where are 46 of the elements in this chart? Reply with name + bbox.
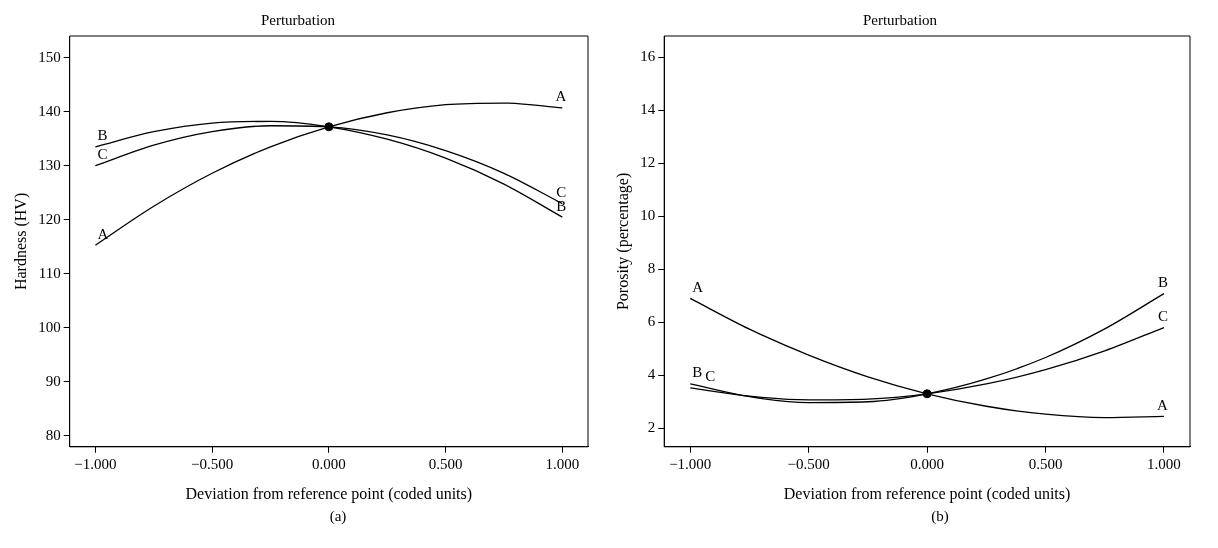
y-tick-label: 4 xyxy=(647,366,656,383)
chart-title: Perturbation xyxy=(260,11,336,28)
series-label: B xyxy=(556,197,567,214)
y-tick-label: 6 xyxy=(647,313,656,330)
text: B xyxy=(1157,274,1168,291)
series-label: A xyxy=(97,225,109,242)
y-tick-label: 110 xyxy=(38,264,61,281)
text: B xyxy=(97,127,108,144)
series-label: B xyxy=(692,364,703,381)
x-tick-label: −1.000 xyxy=(669,455,712,472)
text: (a) xyxy=(328,508,348,525)
x-tick-label: 0.500 xyxy=(428,455,463,472)
y-tick-label: 16 xyxy=(640,48,656,65)
x-tick-label: −0.500 xyxy=(191,455,234,472)
text: A xyxy=(692,278,704,295)
x-tick-label: 0.000 xyxy=(910,455,944,472)
y-axis-title: Hardness (HV) xyxy=(11,192,30,291)
y-tick-label: 120 xyxy=(38,210,61,227)
text: (b) xyxy=(930,508,950,525)
x-axis-title: Deviation from reference point (coded units) xyxy=(783,484,1071,503)
y-tick-label: 130 xyxy=(38,156,61,173)
y-tick-label: 140 xyxy=(38,102,61,119)
y-tick-label: 14 xyxy=(640,101,656,118)
text: C xyxy=(97,146,108,163)
x-tick-label: −0.500 xyxy=(787,455,830,472)
y-tick-label: 8 xyxy=(647,260,656,277)
x-axis-title: Deviation from reference point (coded units) xyxy=(185,484,473,503)
series-label: C xyxy=(1157,307,1168,324)
text: A xyxy=(555,88,567,105)
y-tick-label: 2 xyxy=(647,419,656,436)
y-tick-label: 100 xyxy=(38,318,61,335)
y-axis-title: Porosity (percentage) xyxy=(613,172,632,311)
y-tick-label: 10 xyxy=(640,207,656,224)
y-tick-label: 12 xyxy=(640,154,656,171)
text: C xyxy=(705,368,716,385)
chart-title: Perturbation xyxy=(862,11,938,28)
y-tick-label: 150 xyxy=(38,48,61,65)
y-tick-label: 90 xyxy=(45,372,61,389)
x-tick-label: 0.000 xyxy=(311,455,346,472)
series-label: A xyxy=(1157,396,1169,413)
y-tick-label: 80 xyxy=(45,426,61,443)
x-tick-label: 1.000 xyxy=(545,455,580,472)
x-tick-label: 0.500 xyxy=(1028,455,1063,472)
x-tick-label: 1.000 xyxy=(1147,455,1181,472)
series-label: C xyxy=(556,184,567,200)
x-tick-label: −1.000 xyxy=(74,455,117,472)
